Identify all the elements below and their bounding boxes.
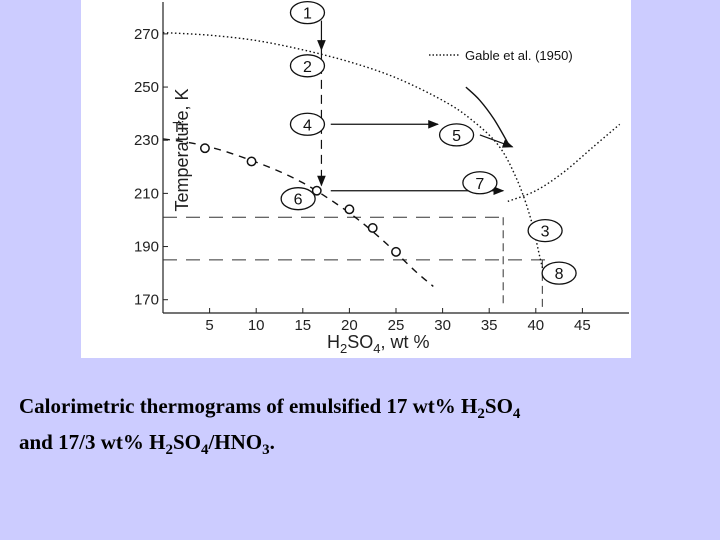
data-point-marker	[246, 156, 257, 167]
data-point-marker	[199, 143, 210, 154]
x-tick-label: 25	[388, 317, 405, 334]
x-tick-label: 10	[248, 317, 265, 334]
callout-3: 3	[527, 218, 563, 243]
reference-lines	[163, 216, 546, 308]
caption-line-1-sub2: 4	[512, 406, 521, 423]
arrow	[479, 134, 514, 148]
y-tick-label: 170	[134, 292, 159, 309]
x-tick-label: 20	[341, 317, 358, 334]
callout-layer: 1 2 4 5 6 7 3 8	[280, 0, 577, 285]
callout-oval	[289, 54, 326, 78]
y-tick-label: 190	[134, 239, 159, 256]
callout-oval	[541, 261, 577, 285]
series-line-1	[507, 123, 621, 203]
x-tick-label: 35	[481, 317, 498, 334]
callout-label: 7	[475, 176, 484, 193]
callout-label: 4	[303, 117, 312, 134]
callout-oval	[289, 0, 326, 25]
callout-oval	[527, 218, 563, 243]
caption-line-2-sub2: 4	[200, 442, 209, 459]
callout-oval	[280, 187, 316, 211]
x-axis-title: H2SO4, wt %	[327, 332, 430, 356]
caption-line-2: and 17/3 wt% H2SO4/HNO3.	[19, 426, 709, 462]
callout-2: 2	[289, 54, 326, 78]
callout-label: 2	[303, 59, 312, 76]
caption-line-2-end: .	[269, 430, 275, 455]
caption-line-2-mid: SO	[172, 430, 201, 455]
caption-line-1-sub1: 2	[477, 406, 485, 423]
callout-7: 7	[462, 171, 498, 195]
y-tick-label: 250	[134, 79, 159, 96]
callout-4: 4	[289, 112, 326, 136]
data-point-marker	[344, 204, 355, 215]
callout-label: 5	[452, 128, 461, 145]
callout-6: 6	[280, 187, 316, 211]
callout-label: 6	[294, 192, 303, 209]
x-axis-title-so: SO	[347, 332, 373, 352]
callout-label: 3	[541, 224, 550, 241]
caption-line-1: Calorimetric thermograms of emulsified 1…	[19, 390, 709, 426]
x-tick-label: 15	[294, 317, 311, 334]
x-tick-label: 40	[527, 317, 544, 334]
data-point-marker	[367, 222, 378, 233]
x-tick-label: 30	[434, 317, 451, 334]
x-axis-title-tail: , wt %	[380, 332, 429, 352]
x-tick-label: 5	[205, 317, 213, 334]
callout-oval	[462, 171, 498, 195]
callout-label: 1	[303, 6, 312, 23]
callout-1: 1	[289, 0, 326, 25]
caption-line-1-text: Calorimetric thermograms of emulsified 1…	[19, 394, 478, 418]
x-tick-label: 45	[574, 317, 591, 334]
marker-layer	[199, 143, 401, 257]
y-axis-title: Temperature, K	[172, 88, 192, 211]
legend-entry: Gable et al. (1950)	[465, 48, 573, 63]
ti-annotation: Ti	[172, 119, 184, 136]
caption-line-2-sub1: 2	[165, 442, 173, 459]
caption-line-2-text: and 17/3 wt% H	[19, 430, 166, 455]
legend: Gable et al. (1950)	[429, 48, 573, 63]
series-line-0	[162, 31, 546, 279]
y-tick-label: 210	[134, 185, 159, 202]
x-axis-title-h: H	[327, 332, 340, 352]
caption-line-2-sub3: 3	[262, 442, 270, 459]
data-point-marker	[391, 246, 401, 257]
x-axis-title-sub1: 2	[340, 341, 347, 356]
caption-line-1-mid: SO	[484, 394, 513, 418]
callout-label: 8	[555, 266, 564, 283]
callout-5: 5	[438, 123, 475, 147]
series-layer	[162, 31, 621, 287]
data-point-marker	[311, 185, 322, 196]
y-tick-label: 230	[134, 132, 159, 149]
y-tick-label: 270	[134, 26, 159, 43]
callout-oval	[438, 123, 475, 147]
series-line-2	[465, 86, 509, 144]
callout-8: 8	[541, 261, 577, 285]
figure-caption: Calorimetric thermograms of emulsified 1…	[19, 390, 709, 463]
series-line-3	[162, 138, 434, 287]
caption-line-2-slash: /HNO	[208, 430, 263, 455]
callout-oval	[289, 112, 326, 136]
x-axis-title-sub2: 4	[373, 341, 380, 356]
